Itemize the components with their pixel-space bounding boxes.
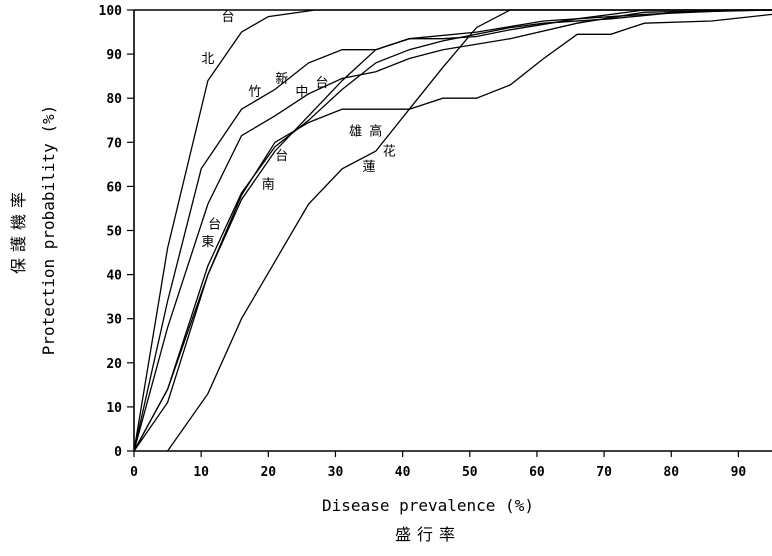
series-label: 南 [262, 177, 275, 193]
y-tick-label: 20 [106, 357, 122, 372]
series-label: 竹 [248, 85, 261, 100]
x-tick-label: 50 [462, 465, 478, 480]
y-tick-label: 90 [106, 48, 122, 63]
series-label: 台 [208, 217, 221, 232]
y-tick-label: 0 [114, 445, 122, 460]
y-tick-label: 100 [99, 4, 123, 19]
series-label: 台 [275, 149, 288, 164]
y-tick-label: 80 [106, 92, 122, 107]
series-label: 雄 [349, 125, 362, 140]
series-label: 花 [383, 144, 396, 160]
series-line-3 [133, 9, 772, 452]
x-axis-title: Disease prevalence (%) [322, 496, 534, 515]
series-line-5 [133, 13, 772, 452]
x-tick-label: 70 [596, 465, 612, 480]
x-tick-label: 0 [130, 465, 138, 480]
series-line-0 [133, 9, 772, 452]
series-label: 北 [201, 52, 214, 67]
x-tick-label: 30 [328, 465, 344, 480]
series-label: 新 [275, 71, 288, 87]
axes-group [133, 9, 772, 452]
x-tick-label: 20 [260, 465, 276, 480]
x-axis-title-zh: 盛行率 [395, 525, 461, 544]
series-group [133, 9, 772, 452]
series-line-4 [133, 9, 772, 452]
series-line-6 [167, 9, 772, 452]
y-tick-label: 30 [106, 313, 122, 328]
x-tick-label: 80 [663, 465, 679, 480]
x-tick-label: 10 [193, 465, 209, 480]
x-tick-label: 90 [731, 465, 747, 480]
y-axis-title: Protection probability (%) [39, 105, 58, 355]
y-tick-label: 60 [106, 180, 122, 195]
series-label: 蓮 [363, 160, 376, 175]
y-axis-title-zh: 保護機率 [9, 186, 28, 274]
series-line-2 [133, 9, 772, 452]
series-label: 中 [295, 85, 308, 100]
ticks-group: 0 10 20 30 40 50 60 70 80 90 0 10 20 30 40 50 60 70 80 90 10… [99, 4, 747, 480]
y-tick-label: 40 [106, 269, 122, 284]
y-tick-label: 10 [106, 401, 122, 416]
series-label: 台 [316, 76, 329, 91]
series-label: 東 [201, 234, 214, 250]
series-label: 高 [369, 124, 382, 140]
series-label: 台 [222, 10, 235, 25]
y-tick-label: 70 [106, 136, 122, 151]
y-tick-label: 50 [106, 225, 122, 240]
x-tick-label: 40 [395, 465, 411, 480]
series-line-1 [133, 9, 772, 452]
x-tick-label: 60 [529, 465, 545, 480]
